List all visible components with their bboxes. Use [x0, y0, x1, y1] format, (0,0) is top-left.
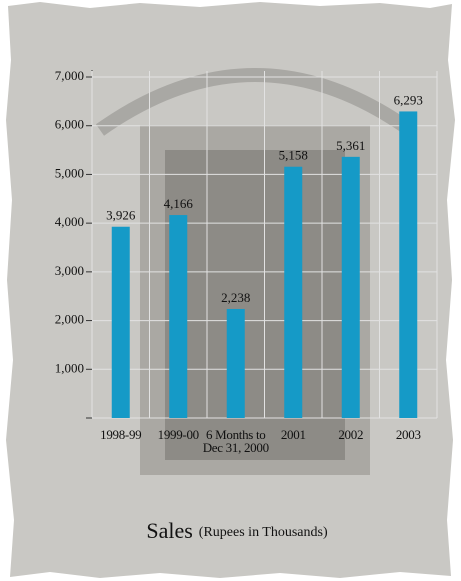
y-tick-label: 5,000: [55, 165, 84, 180]
x-tick-label: 1998-99: [100, 427, 142, 442]
window-inner: [165, 150, 345, 460]
y-tick-label: 6,000: [55, 117, 84, 132]
x-tick-label: 1999-00: [157, 427, 200, 442]
value-label: 5,361: [336, 138, 365, 153]
y-tick-label: 2,000: [55, 312, 84, 327]
value-label: 4,166: [164, 196, 194, 211]
value-label: 2,238: [221, 290, 250, 305]
value-label: 6,293: [394, 92, 423, 107]
x-tick-label: 2003: [395, 427, 421, 442]
chart-title: Sales (Rupees in Thousands): [146, 518, 328, 543]
bar: [111, 226, 130, 418]
value-label: 5,158: [279, 148, 308, 163]
bar: [399, 111, 418, 418]
bar: [341, 156, 360, 418]
value-label: 3,926: [106, 208, 136, 223]
x-tick-label: 2002: [338, 427, 364, 442]
bar: [284, 166, 303, 418]
x-tick-label: 2001: [280, 427, 306, 442]
y-tick-label: 1,000: [55, 360, 84, 375]
subtitle: (Rupees in Thousands): [199, 525, 328, 540]
y-tick-label: 4,000: [55, 214, 84, 229]
y-tick-label: 7,000: [55, 68, 84, 83]
arch: [95, 68, 415, 136]
bar: [226, 308, 245, 418]
y-tick-label: 3,000: [55, 263, 84, 278]
title: Sales: [146, 518, 192, 543]
bar: [169, 215, 188, 418]
x-tick-label: 6 Months to Dec 31, 2000: [202, 427, 269, 455]
